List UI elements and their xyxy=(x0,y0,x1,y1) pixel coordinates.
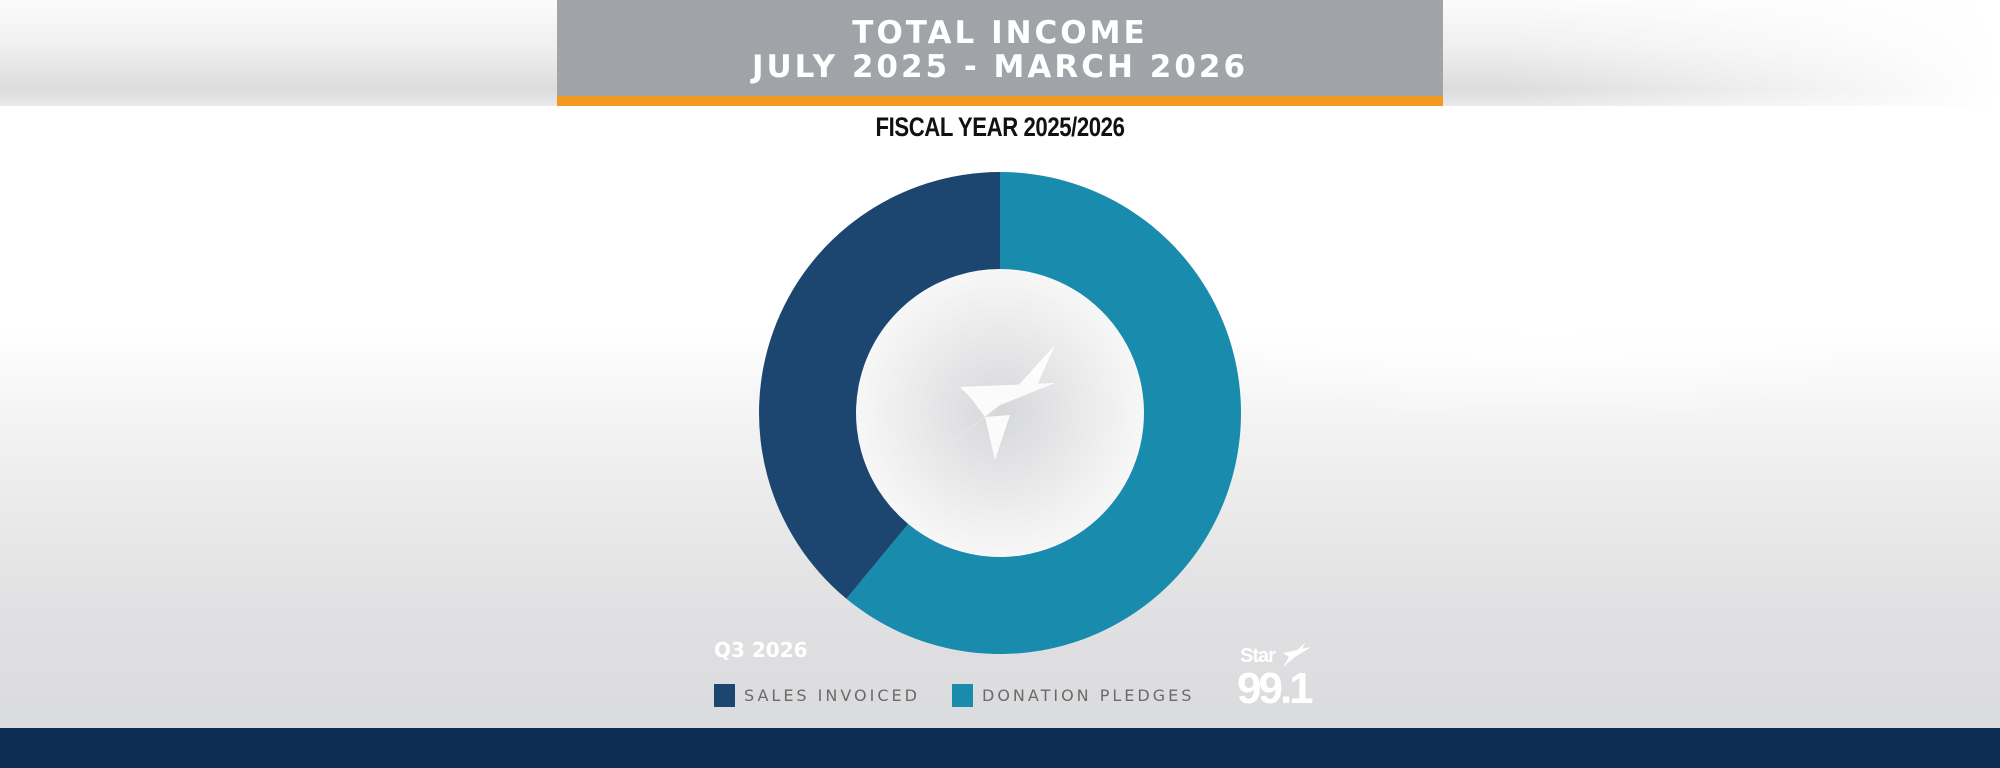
legend-label-donation-pledges: DONATION PLEDGES xyxy=(982,685,1195,705)
header-accent-bar xyxy=(557,96,1443,106)
legend-swatch-donation-pledges xyxy=(952,683,973,707)
donut-center xyxy=(856,269,1144,557)
header-banner: TOTAL INCOME JULY 2025 - MARCH 2026 xyxy=(557,0,1443,96)
header-title-line2: JULY 2025 - MARCH 2026 xyxy=(751,49,1249,85)
logo-brand-text: Star xyxy=(1240,645,1276,667)
legend-item-sales-invoiced: SALES INVOICED xyxy=(714,683,920,707)
legend-swatch-sales-invoiced xyxy=(714,683,735,707)
legend-label-sales-invoiced: SALES INVOICED xyxy=(744,685,920,705)
chart-title: FISCAL YEAR 2025/2026 xyxy=(875,112,1125,142)
donut-slice-sales-invoiced xyxy=(758,171,1000,599)
footer-bar xyxy=(0,728,2000,768)
legend-item-donation-pledges: DONATION PLEDGES xyxy=(952,683,1194,707)
station-logo: Star 99.1 xyxy=(1237,643,1317,713)
star-plane-icon xyxy=(925,345,1055,463)
donut-slice-donation-pledges xyxy=(846,172,1241,654)
header-title-line1: TOTAL INCOME xyxy=(852,15,1148,51)
logo-number: 99.1 xyxy=(1237,664,1314,713)
logo-star-plane-icon xyxy=(1283,643,1311,667)
quarter-label: Q3 2026 xyxy=(714,638,808,662)
